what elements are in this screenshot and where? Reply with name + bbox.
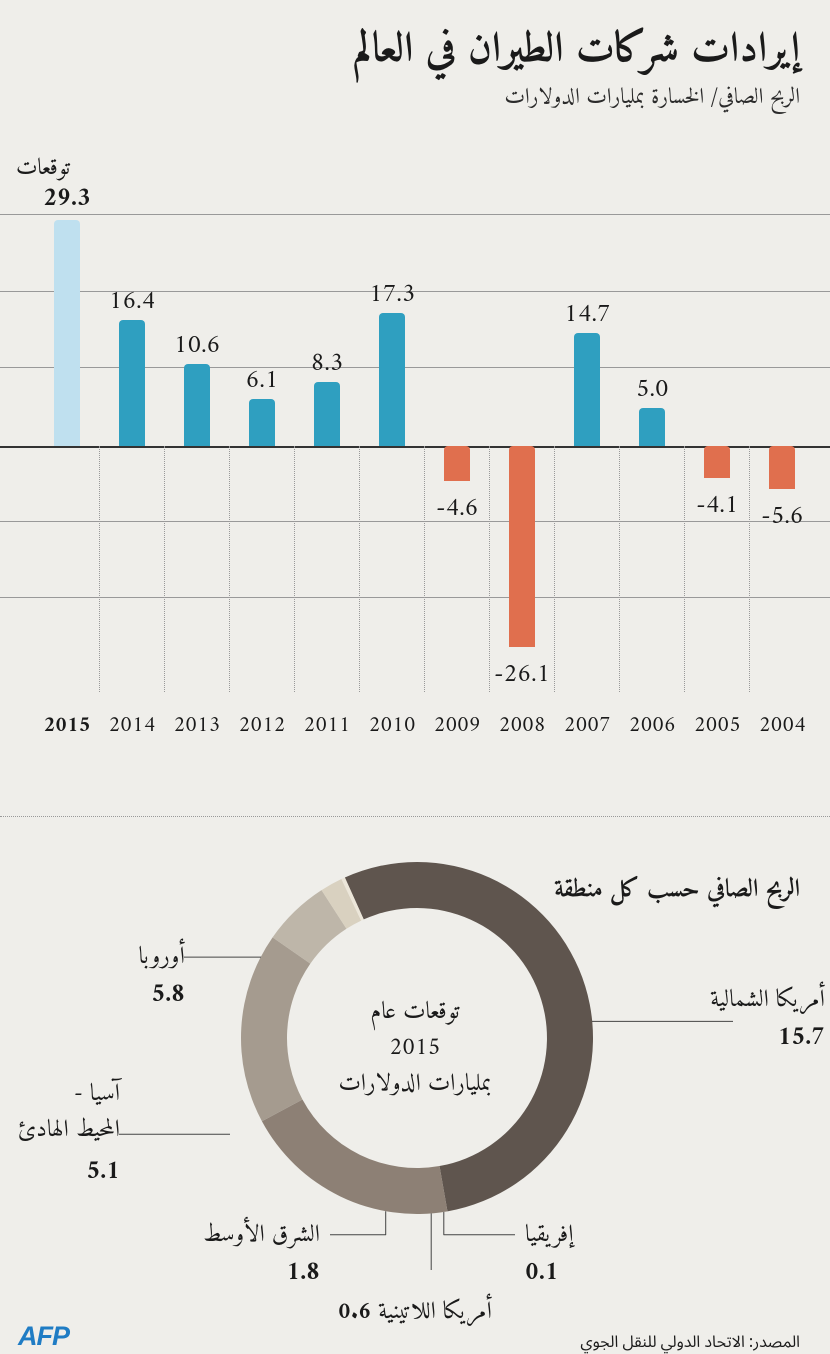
svg-text:AFP: AFP <box>17 1321 71 1351</box>
